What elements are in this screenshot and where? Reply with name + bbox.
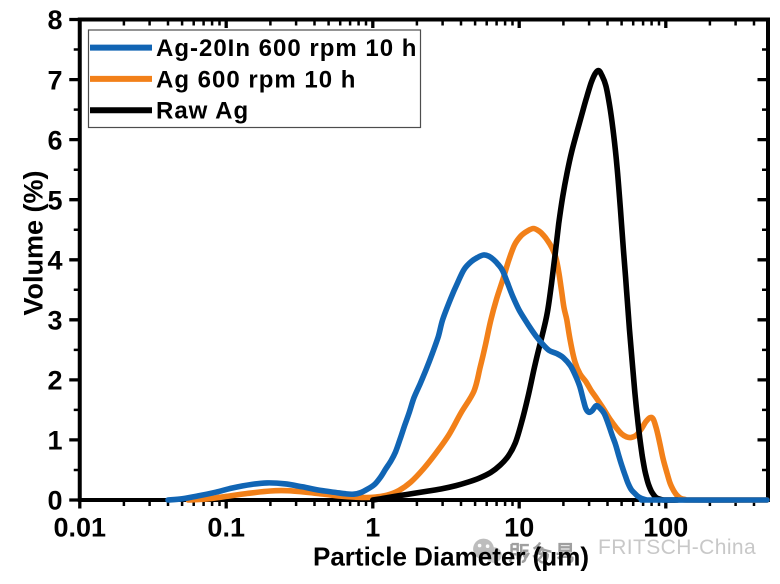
svg-text:Volume (%): Volume (%) bbox=[19, 170, 49, 315]
svg-text:Ag 600 rpm 10 h: Ag 600 rpm 10 h bbox=[156, 66, 356, 93]
svg-text:Particle Diameter (μm): Particle Diameter (μm) bbox=[313, 542, 589, 572]
svg-text:4: 4 bbox=[47, 246, 62, 276]
svg-text:8: 8 bbox=[47, 5, 62, 35]
svg-text:6: 6 bbox=[47, 125, 62, 155]
svg-text:3: 3 bbox=[47, 306, 62, 336]
svg-text:0.1: 0.1 bbox=[207, 513, 245, 543]
svg-text:0.01: 0.01 bbox=[54, 513, 107, 543]
svg-text:Ag-20In 600 rpm 10 h: Ag-20In 600 rpm 10 h bbox=[156, 35, 417, 62]
svg-text:1: 1 bbox=[47, 426, 62, 456]
svg-text:100: 100 bbox=[643, 513, 688, 543]
svg-text:5: 5 bbox=[47, 185, 62, 215]
svg-text:7: 7 bbox=[47, 65, 62, 95]
svg-text:FRITSCH-China: FRITSCH-China bbox=[598, 536, 756, 559]
svg-text:1: 1 bbox=[365, 513, 380, 543]
svg-text:10: 10 bbox=[504, 513, 534, 543]
svg-text:0: 0 bbox=[47, 486, 62, 516]
svg-text:2: 2 bbox=[47, 366, 62, 396]
svg-text:Raw Ag: Raw Ag bbox=[156, 98, 249, 125]
